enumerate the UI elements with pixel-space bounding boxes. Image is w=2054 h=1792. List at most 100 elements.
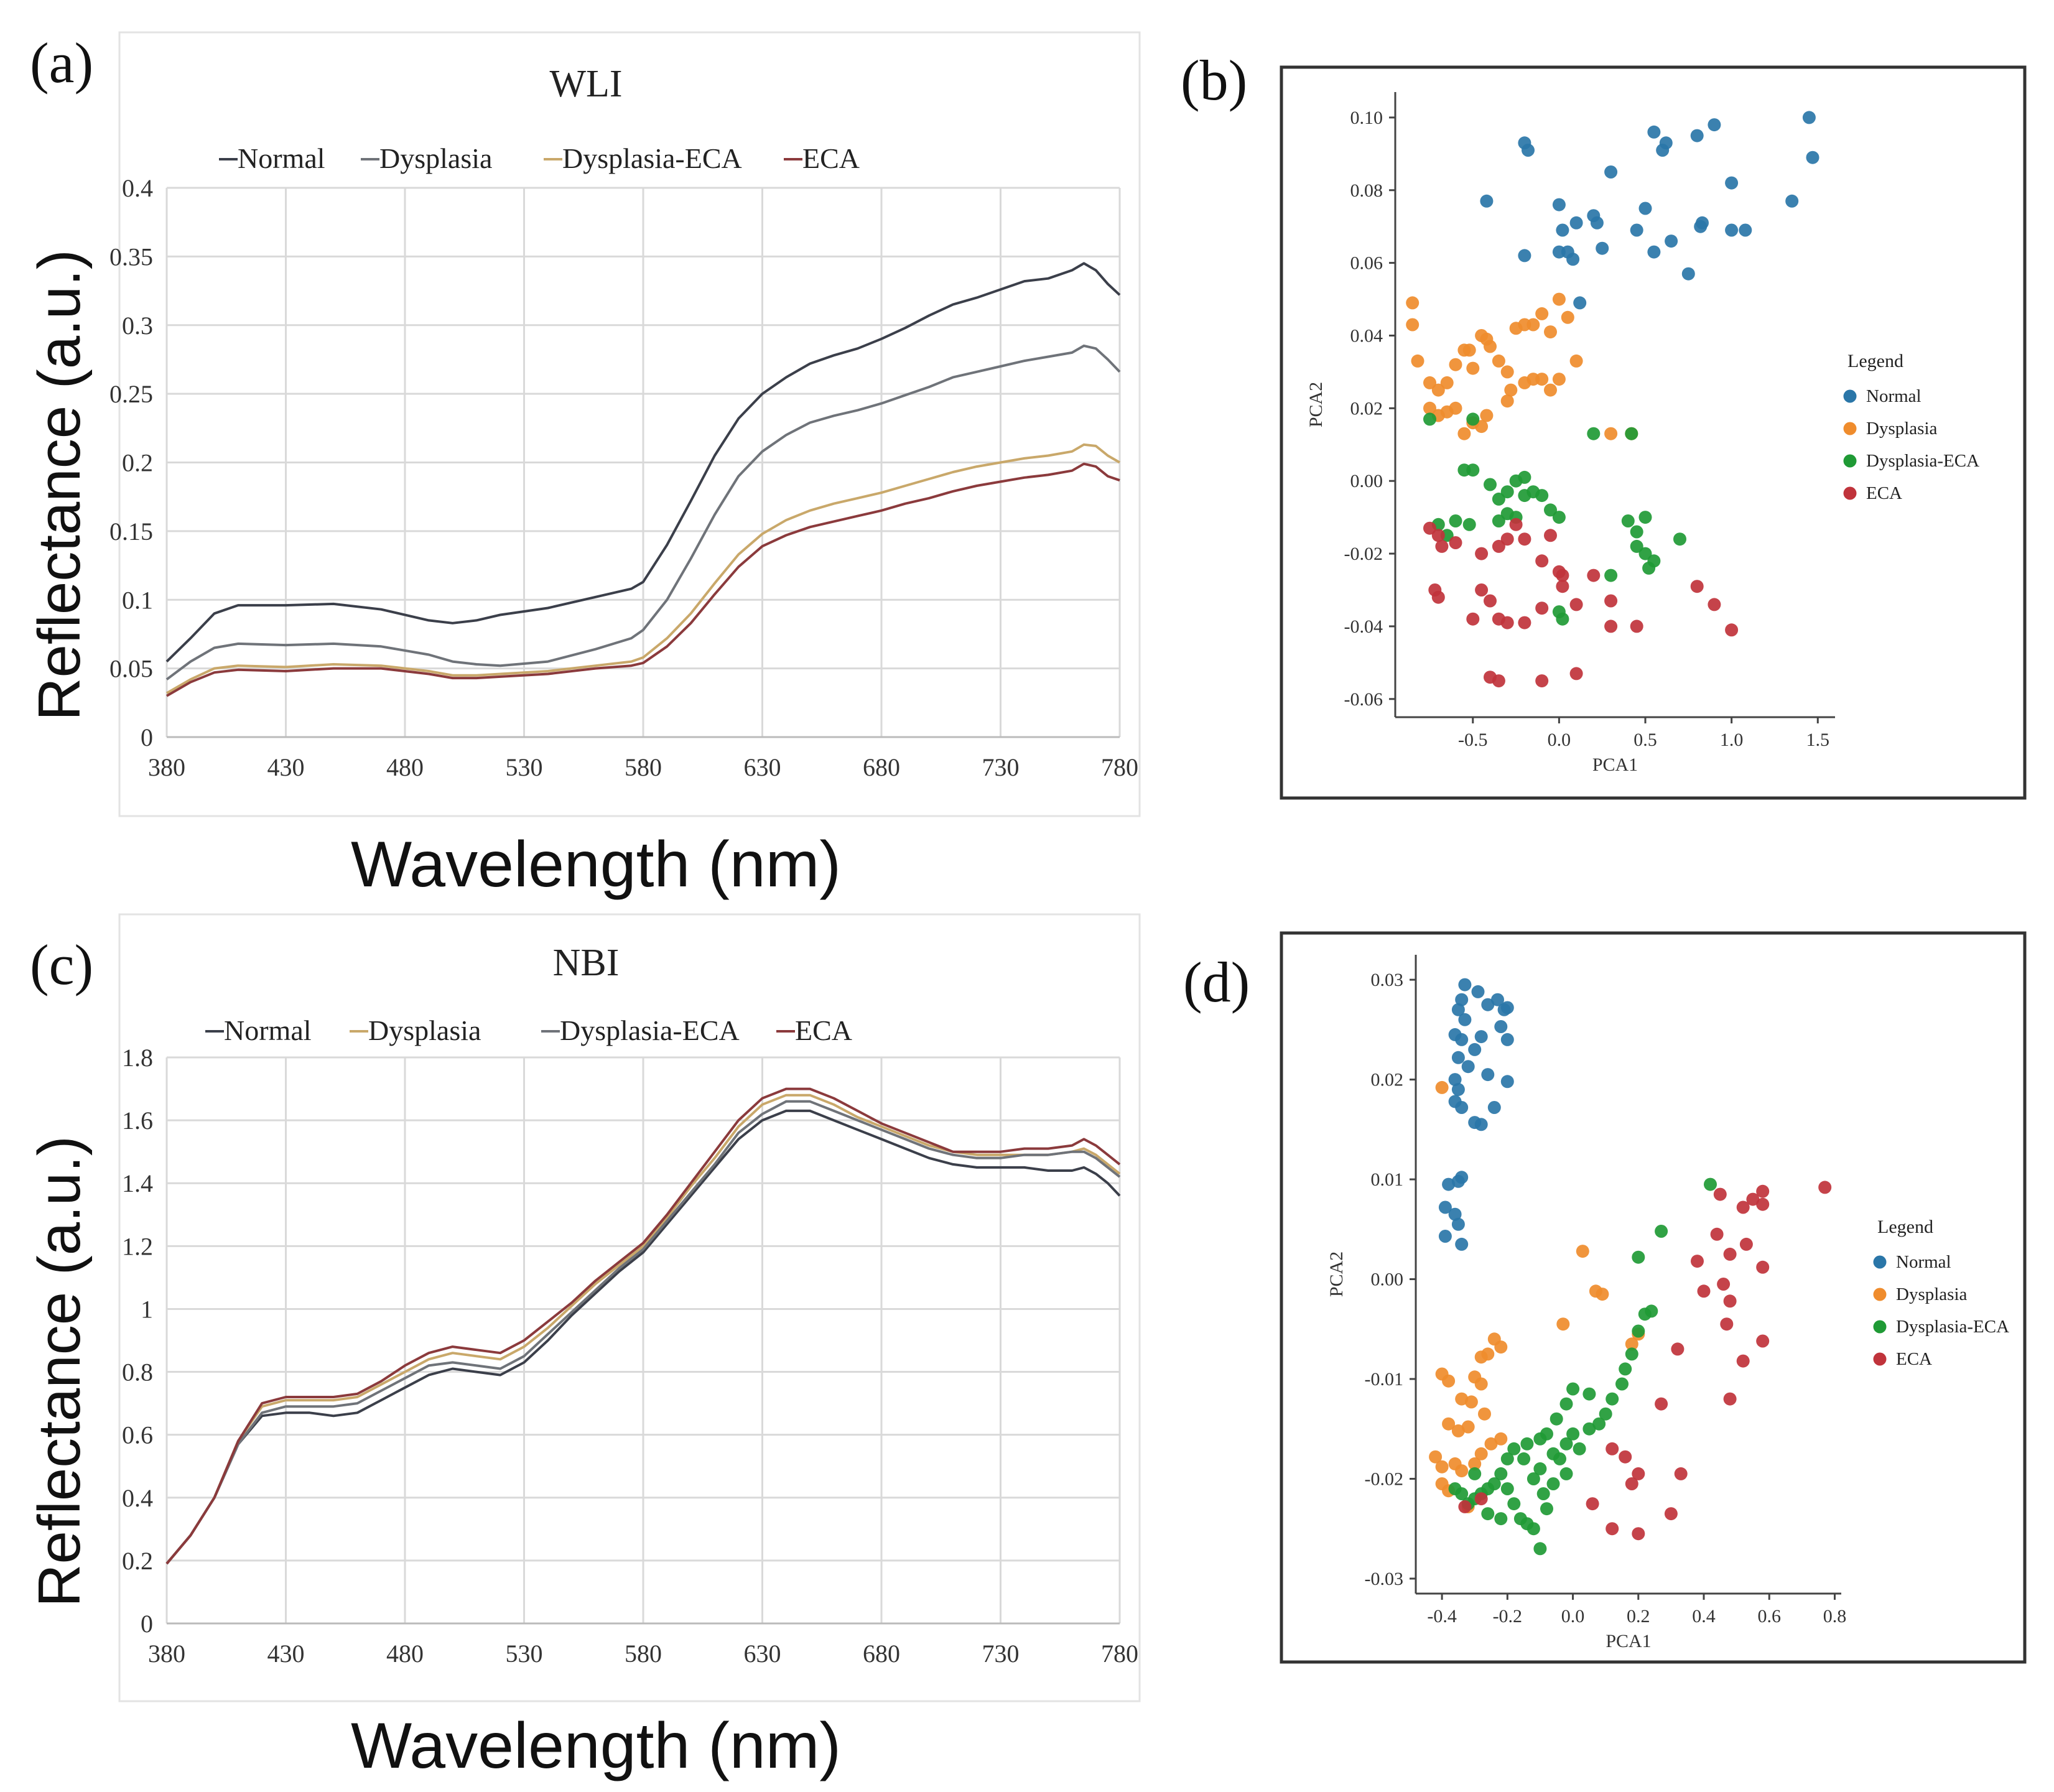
b-x-tick-0: -0.5 — [1458, 730, 1488, 750]
d-point-normal-11 — [1494, 1020, 1508, 1033]
d-point-dysplasia-eca-29 — [1507, 1497, 1521, 1511]
b-point-eca-18 — [1500, 616, 1514, 629]
c-y-tick-6: 1.2 — [122, 1232, 153, 1260]
b-point-dysplasia-39 — [1552, 373, 1566, 386]
a-legend-label-1: Dysplasia — [379, 142, 492, 174]
d-point-dysplasia-19 — [1451, 1424, 1465, 1437]
d-y-tick-4: 0.01 — [1371, 1169, 1404, 1190]
b-point-dysplasia-8 — [1462, 343, 1476, 357]
b-point-dysplasia-1 — [1406, 318, 1420, 332]
d-point-dysplasia-22 — [1435, 1460, 1449, 1474]
a-y-tick-2: 0.1 — [122, 586, 153, 614]
panel-a-wli-spectra: (a) WLI Normal Dysplasia Dysplasia-ECA ECA … — [26, 31, 1141, 901]
b-point-eca-14 — [1556, 569, 1569, 582]
d-x-tick-2: 0.0 — [1561, 1606, 1585, 1627]
d-point-eca-14 — [1720, 1317, 1734, 1331]
b-point-dysplasia-eca-30 — [1604, 569, 1618, 582]
d-point-dysplasia-eca-6 — [1625, 1347, 1638, 1361]
b-point-normal-32 — [1556, 223, 1569, 237]
d-point-dysplasia-eca-39 — [1573, 1442, 1586, 1455]
panel-a-label: (a) — [30, 31, 93, 95]
b-point-eca-25 — [1630, 620, 1643, 633]
d-point-eca-24 — [1674, 1467, 1688, 1480]
d-point-normal-29 — [1438, 1200, 1452, 1214]
a-x-tick-7: 730 — [982, 753, 1020, 781]
b-point-normal-2 — [1480, 194, 1494, 208]
d-point-eca-19 — [1655, 1397, 1668, 1411]
b-legend-title: Legend — [1847, 351, 1903, 371]
d-point-dysplasia-eca-48 — [1517, 1452, 1531, 1465]
d-x-tick-1: -0.2 — [1493, 1606, 1523, 1627]
d-point-dysplasia-eca-1 — [1655, 1225, 1668, 1238]
a-y-tick-0: 0 — [141, 723, 153, 751]
a-x-tick-8: 780 — [1101, 753, 1138, 781]
d-point-eca-4 — [1756, 1184, 1770, 1198]
b-point-dysplasia-6 — [1449, 358, 1462, 371]
c-y-tick-9: 1.8 — [122, 1044, 153, 1072]
d-point-dysplasia-eca-18 — [1507, 1442, 1521, 1455]
b-point-eca-2 — [1435, 539, 1449, 553]
a-x-tick-2: 480 — [386, 753, 424, 781]
c-y-tick-5: 1 — [141, 1295, 153, 1323]
d-point-dysplasia-26 — [1474, 1447, 1488, 1460]
panel-d-label: (d) — [1183, 950, 1250, 1014]
d-point-dysplasia-6 — [1625, 1337, 1638, 1351]
d-point-dysplasia-20 — [1461, 1420, 1475, 1434]
b-point-eca-28 — [1708, 598, 1721, 611]
panel-c-legend: Normal Dysplasia Dysplasia-ECA ECA — [205, 1014, 852, 1046]
d-point-eca-10 — [1756, 1260, 1770, 1274]
b-point-eca-10 — [1518, 532, 1531, 546]
d-point-normal-22 — [1474, 1118, 1488, 1131]
d-point-eca-0 — [1818, 1181, 1832, 1194]
d-point-dysplasia-21 — [1429, 1450, 1443, 1464]
d-y-axis-label: PCA2 — [1326, 1251, 1347, 1297]
b-point-dysplasia-eca-32 — [1556, 612, 1569, 626]
d-point-dysplasia-14 — [1474, 1377, 1488, 1391]
d-point-normal-17 — [1448, 1073, 1462, 1087]
b-point-dysplasia-33 — [1475, 420, 1489, 434]
d-point-normal-6 — [1471, 985, 1485, 998]
d-point-normal-3 — [1458, 1013, 1472, 1026]
panel-c-title: NBI — [553, 942, 620, 984]
d-point-normal-18 — [1451, 1083, 1465, 1097]
b-legend-label-2: Dysplasia-ECA — [1866, 451, 1979, 471]
b-point-dysplasia-eca-25 — [1625, 427, 1638, 440]
d-point-eca-15 — [1756, 1334, 1770, 1348]
d-legend-title: Legend — [1877, 1217, 1933, 1237]
b-point-eca-15 — [1475, 583, 1489, 597]
d-point-eca-9 — [1691, 1255, 1704, 1268]
b-y-tick-7: 0.08 — [1350, 180, 1383, 201]
b-point-normal-29 — [1665, 234, 1678, 248]
a-y-tick-7: 0.35 — [109, 243, 153, 271]
panel-b-label: (b) — [1181, 49, 1247, 112]
a-y-tick-5: 0.25 — [109, 380, 153, 408]
b-point-eca-32 — [1535, 674, 1549, 688]
d-point-normal-26 — [1442, 1177, 1456, 1191]
b-point-dysplasia-eca-6 — [1500, 485, 1514, 499]
d-point-normal-30 — [1448, 1207, 1462, 1221]
panel-d-frame — [1280, 931, 2027, 1664]
d-point-dysplasia-eca-14 — [1550, 1412, 1563, 1426]
b-point-normal-22 — [1518, 249, 1531, 262]
b-point-eca-21 — [1535, 601, 1549, 615]
panel-b-axes: -0.06 -0.04 -0.02 0.00 0.02 0.04 0.06 0.08 0.10 -… — [1306, 92, 1835, 775]
d-point-eca-1 — [1713, 1187, 1727, 1201]
panel-b-wli-pca: (b) -0.06 -0.04 -0.02 0.00 0.02 0.04 0.06 0.08 0… — [1181, 49, 2027, 800]
d-point-normal-7 — [1481, 998, 1495, 1011]
b-point-dysplasia-eca-29 — [1642, 561, 1656, 575]
c-legend-label-2: Dysplasia-ECA — [560, 1014, 740, 1046]
b-point-dysplasia-9 — [1466, 361, 1480, 375]
d-point-dysplasia-eca-50 — [1559, 1467, 1573, 1480]
b-point-normal-17 — [1725, 223, 1739, 237]
d-point-dysplasia-eca-40 — [1546, 1447, 1560, 1460]
d-point-dysplasia-eca-10 — [1599, 1407, 1612, 1421]
b-point-normal-16 — [1696, 216, 1709, 230]
b-point-dysplasia-eca-24 — [1587, 427, 1601, 440]
b-point-dysplasia-eca-11 — [1518, 470, 1531, 484]
d-point-eca-3 — [1746, 1192, 1760, 1206]
d-point-dysplasia-12 — [1442, 1374, 1456, 1388]
d-point-normal-8 — [1491, 993, 1504, 1006]
panel-b-frame — [1280, 65, 2027, 800]
a-y-tick-1: 0.05 — [109, 655, 153, 683]
d-point-eca-13 — [1723, 1294, 1737, 1308]
